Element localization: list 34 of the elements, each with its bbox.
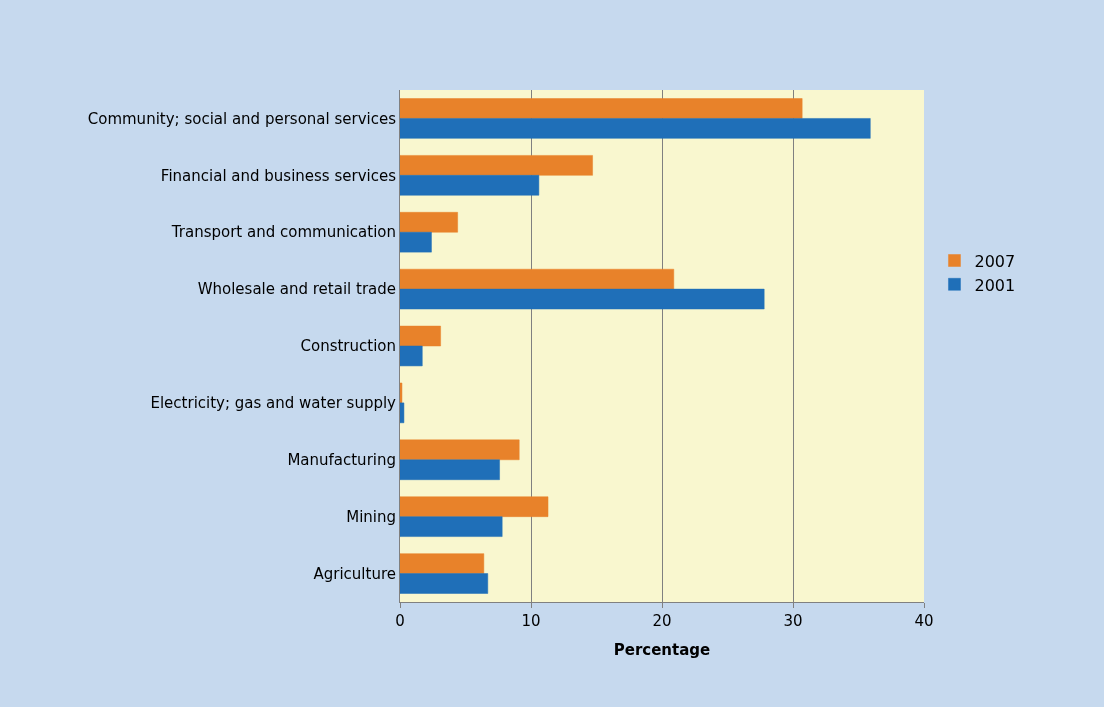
y-tick-label: Mining	[346, 507, 396, 526]
bar	[400, 288, 765, 310]
y-tick-label: Wholesale and retail trade	[197, 280, 396, 299]
legend-label: 2007	[974, 251, 1016, 271]
bar	[400, 402, 405, 424]
y-tick-label: Community; social and personal services	[87, 109, 397, 128]
bar	[400, 573, 489, 594]
bar	[400, 439, 520, 461]
bar	[400, 118, 871, 139]
x-axis-title: Percentage	[613, 641, 711, 659]
y-tick-label: Transport and communication	[170, 223, 396, 242]
bar	[400, 553, 485, 574]
bar	[400, 325, 441, 347]
x-tick-label: 30	[783, 612, 803, 630]
bar	[400, 496, 549, 517]
legend-label: 2001	[974, 275, 1016, 295]
bar	[400, 212, 458, 233]
y-tick-label: Manufacturing	[287, 451, 396, 470]
bar	[400, 516, 503, 537]
bar	[400, 175, 540, 196]
bar	[400, 345, 423, 367]
y-tick-label: Electricity; gas and water supply	[150, 394, 397, 413]
bar	[400, 231, 432, 253]
bar	[400, 98, 803, 119]
x-tick-label: 0	[395, 612, 405, 630]
bar	[400, 459, 500, 480]
y-tick-label: Construction	[300, 337, 396, 356]
bar	[400, 155, 593, 176]
x-tick-label: 10	[521, 612, 541, 630]
x-tick-label: 40	[914, 612, 934, 630]
y-tick-label: Financial and business services	[160, 166, 397, 185]
y-tick-label: Agriculture	[313, 564, 396, 583]
bar	[400, 268, 675, 290]
x-tick-label: 20	[652, 612, 672, 630]
